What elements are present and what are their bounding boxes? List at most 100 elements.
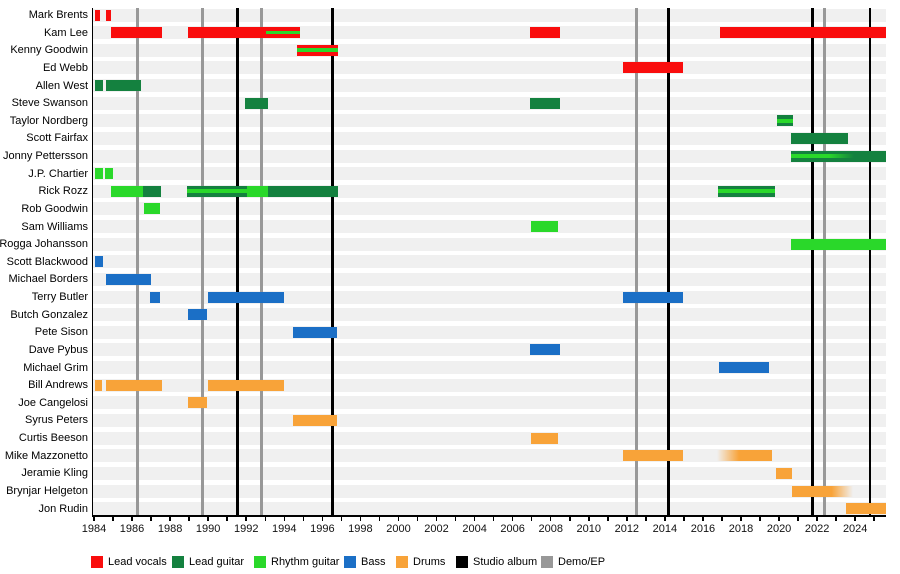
timeline-bar-drums <box>293 414 337 426</box>
row-band <box>93 308 886 322</box>
timeline-bar-lead_guitar <box>790 132 848 144</box>
member-name-label: Kam Lee <box>43 26 88 39</box>
x-tick-label: 2006 <box>500 523 525 535</box>
member-name-label: Mike Mazzonetto <box>4 449 88 462</box>
row-band <box>93 237 886 251</box>
timeline-bar-bass <box>293 326 337 338</box>
studio-album-line <box>236 8 239 515</box>
timeline-bar-bass <box>719 362 770 374</box>
x-tick-label: 1996 <box>310 523 335 535</box>
x-tick <box>245 517 247 521</box>
demo-ep-line <box>635 8 639 515</box>
x-tick <box>645 517 647 521</box>
member-name-label: Terry Butler <box>31 291 88 304</box>
member-name-label: Michael Borders <box>8 273 88 286</box>
timeline-bar-lead_vocals <box>622 62 683 74</box>
x-tick <box>169 517 171 521</box>
timeline-bar-rhythm_guitar <box>246 185 268 197</box>
timeline-bar-drums <box>716 450 773 462</box>
legend-swatch-bass <box>344 556 356 568</box>
x-tick-label: 2018 <box>728 523 754 535</box>
x-tick <box>207 517 209 521</box>
timeline-bar-bass <box>622 291 683 303</box>
x-tick-label: 2000 <box>386 523 411 535</box>
member-name-label: Jonny Pettersson <box>3 150 88 163</box>
role-stripe-rhythm_guitar <box>790 154 855 158</box>
row-band <box>93 325 886 339</box>
timeline-bar-rhythm_guitar <box>530 221 559 233</box>
x-tick <box>702 517 704 521</box>
member-name-label: Michael Grim <box>23 361 88 374</box>
x-tick <box>226 517 228 521</box>
member-name-label: Syrus Peters <box>25 414 88 427</box>
x-tick-label: 2004 <box>462 523 487 535</box>
timeline-bar-lead_vocals <box>297 44 339 56</box>
member-name-label: Scott Fairfax <box>26 132 88 145</box>
x-tick <box>435 517 438 521</box>
x-tick-label: 1986 <box>119 523 145 535</box>
row-band <box>93 484 886 498</box>
legend-swatch-lead_guitar <box>172 556 184 568</box>
role-stripe-rhythm_guitar <box>187 189 247 194</box>
legend-label: Lead guitar <box>189 556 245 568</box>
timeline-bar-drums <box>622 450 683 462</box>
x-tick <box>416 517 419 521</box>
x-tick <box>511 517 514 521</box>
legend-label: Bass <box>361 556 386 568</box>
y-axis-line <box>91 8 93 515</box>
timeline-bar-bass <box>150 291 161 303</box>
member-name-label: Allen West <box>35 79 88 92</box>
x-tick-label: 2022 <box>804 523 830 535</box>
row-band <box>93 96 886 110</box>
row-band <box>93 431 886 445</box>
x-tick <box>569 517 571 521</box>
timeline-bar-drums <box>776 467 792 479</box>
timeline-bar-lead_guitar <box>718 185 776 197</box>
x-tick <box>131 517 133 521</box>
row-band <box>93 396 886 410</box>
x-tick <box>340 517 343 521</box>
x-tick-label: 2020 <box>766 523 792 535</box>
legend-label: Lead vocals <box>108 556 167 568</box>
row-band <box>93 61 886 75</box>
row-band <box>93 149 886 163</box>
x-tick <box>626 517 628 521</box>
timeline-bar-drums <box>530 432 559 444</box>
member-name-label: Rob Goodwin <box>21 202 88 215</box>
timeline-bar-lead_guitar <box>267 185 339 197</box>
member-name-label: Butch Gonzalez <box>10 308 88 321</box>
member-name-label: Bill Andrews <box>28 379 88 392</box>
timeline-bar-drums <box>105 379 162 391</box>
x-tick <box>188 517 190 521</box>
member-name-label: J.P. Chartier <box>28 167 88 180</box>
x-tick <box>740 517 742 521</box>
row-band <box>93 361 886 375</box>
timeline-bar-lead_guitar <box>105 80 141 92</box>
role-stripe-rhythm_guitar <box>297 48 339 53</box>
x-tick <box>397 517 400 521</box>
member-name-label: Rick Rozz <box>38 185 88 198</box>
x-tick <box>549 517 552 521</box>
timeline-bar-lead_guitar <box>94 80 103 92</box>
timeline-bar-bass <box>105 273 152 285</box>
plot-area <box>93 8 887 516</box>
demo-ep-line <box>259 8 263 515</box>
x-tick-label: 2008 <box>538 523 563 535</box>
timeline-bar-lead_vocals <box>94 9 101 21</box>
row-band <box>93 272 886 286</box>
member-name-label: Jon Rudin <box>38 502 88 515</box>
row-band <box>93 202 886 216</box>
x-tick <box>454 517 457 521</box>
member-name-label: Curtis Beeson <box>18 432 88 445</box>
timeline-bar-rhythm_guitar <box>790 238 887 250</box>
x-tick <box>473 517 476 521</box>
row-band <box>93 167 886 181</box>
member-name-label: Pete Sison <box>34 326 88 339</box>
row-band <box>93 290 886 304</box>
row-band <box>93 79 886 93</box>
x-tick-label: 1992 <box>233 523 259 535</box>
row-band <box>93 343 886 357</box>
role-stripe-rhythm_guitar <box>718 189 776 194</box>
row-band <box>93 131 886 145</box>
row-band <box>93 43 886 57</box>
